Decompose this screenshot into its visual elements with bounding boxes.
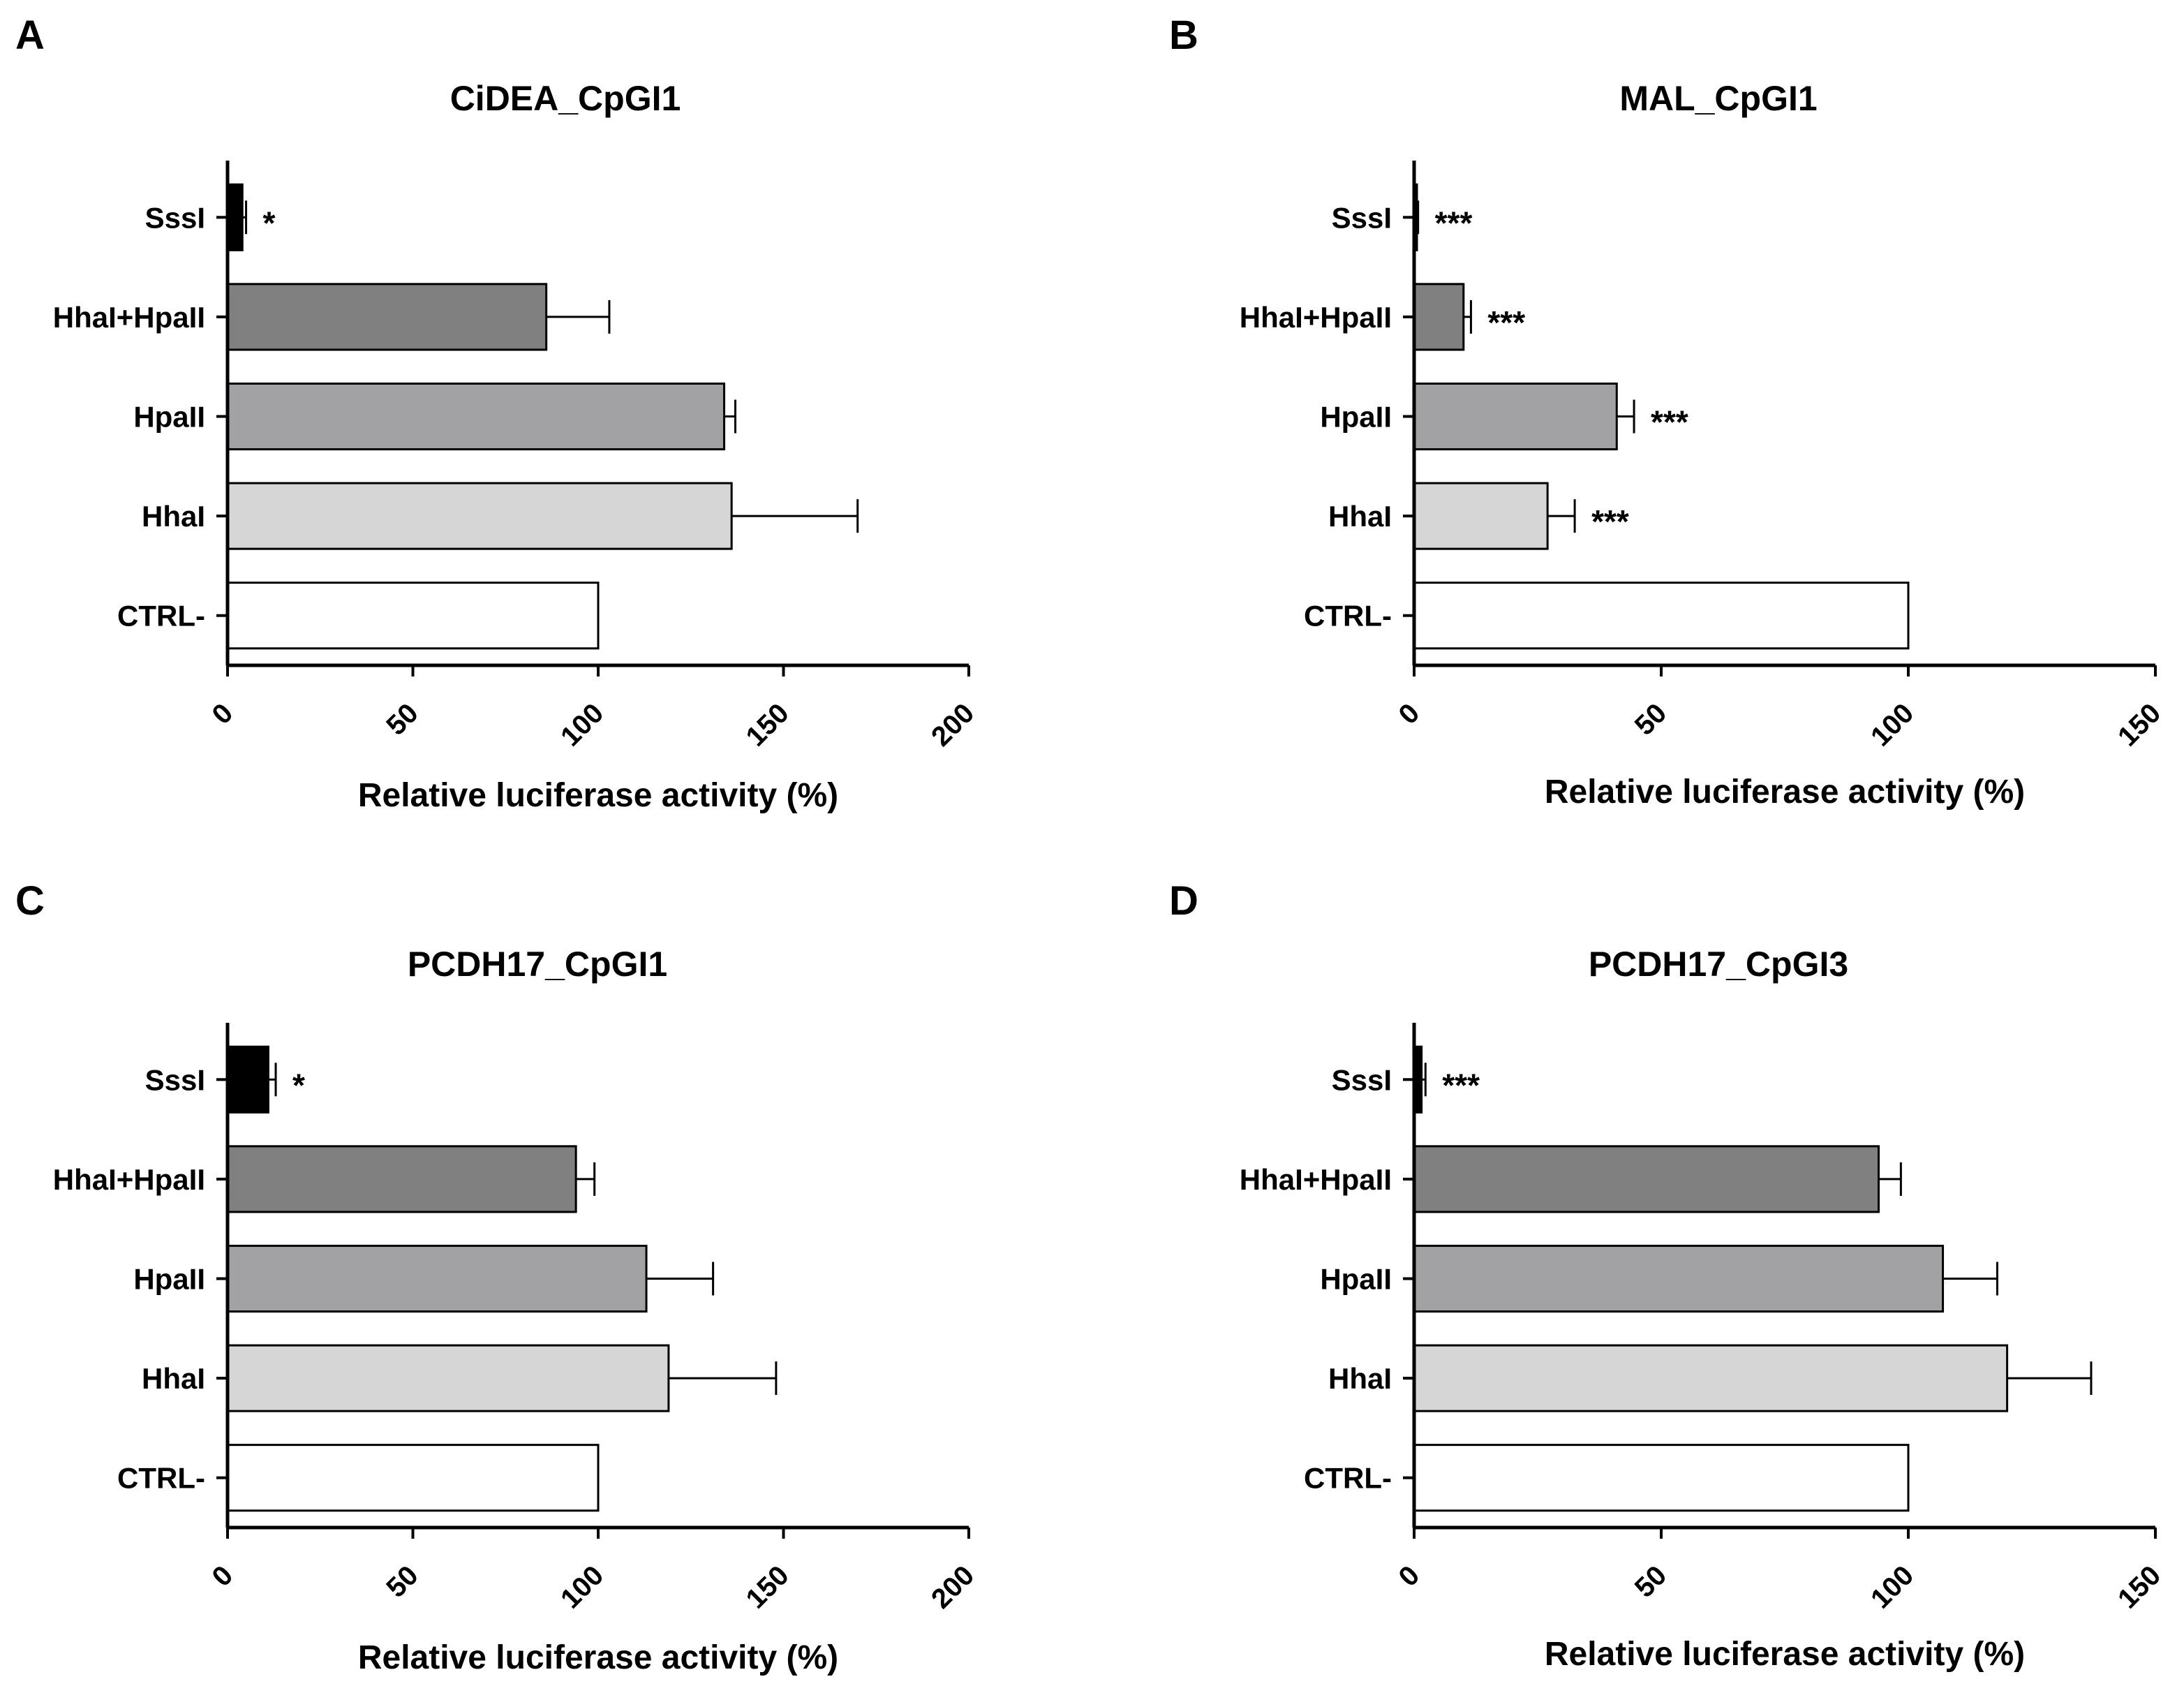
- x-tick-label: 150: [2112, 1560, 2167, 1614]
- chart-panel-c: C PCDH17_CpGI1 SssI * HhaI+HpaII HpaII HhaI CTR…: [15, 878, 980, 1676]
- category-label: CTRL-: [1304, 1462, 1392, 1495]
- panel-letter: B: [1169, 13, 1198, 58]
- category-label: HhaI: [1328, 500, 1392, 533]
- category-label: CTRL-: [117, 1462, 205, 1495]
- bar: [226, 183, 244, 251]
- bar: [226, 1244, 648, 1313]
- x-tick-label: 0: [1393, 697, 1426, 730]
- panel-letter: D: [1169, 878, 1198, 924]
- x-tick-label: 50: [380, 697, 424, 741]
- x-tick-label: 100: [1865, 697, 1919, 752]
- significance-label: *: [263, 205, 276, 241]
- category-label: HpaII: [133, 1263, 205, 1296]
- category-label: HhaI: [142, 500, 205, 533]
- category-label: HpaII: [1320, 1263, 1392, 1296]
- bar: [226, 582, 600, 650]
- bar: [226, 1444, 600, 1512]
- significance-label: ***: [1651, 404, 1688, 441]
- category-label: SssI: [1332, 1063, 1392, 1096]
- chart-title: MAL_CpGI1: [1619, 79, 1817, 118]
- x-tick-label: 150: [2112, 697, 2167, 752]
- x-tick-label: 100: [555, 1560, 609, 1614]
- x-tick-label: 100: [555, 697, 609, 752]
- significance-label: ***: [1487, 304, 1525, 341]
- x-tick-label: 0: [207, 697, 239, 730]
- x-axis-title: Relative luciferase activity (%): [1545, 774, 2025, 811]
- category-label: HhaI+HpaII: [53, 1163, 205, 1196]
- x-tick-label: 200: [926, 697, 980, 752]
- x-tick-label: 50: [380, 1560, 424, 1604]
- x-tick-label: 50: [1629, 697, 1673, 741]
- x-axis-title: Relative luciferase activity (%): [358, 1639, 838, 1676]
- category-label: CTRL-: [1304, 600, 1392, 633]
- chart-panel-b: B MAL_CpGI1 SssI *** HhaI+HpaII *** HpaII *** Hh…: [1169, 13, 2167, 811]
- category-label: SssI: [1332, 201, 1392, 234]
- bar: [1413, 482, 1549, 550]
- bar: [226, 1045, 269, 1114]
- significance-label: ***: [1591, 503, 1629, 540]
- bar: [1413, 382, 1618, 451]
- category-label: SssI: [145, 1063, 205, 1096]
- category-label: SssI: [145, 201, 205, 234]
- bar: [226, 1145, 577, 1213]
- bar: [1413, 283, 1465, 351]
- bar: [226, 482, 733, 550]
- x-tick-label: 100: [1865, 1560, 1919, 1614]
- x-tick-label: 0: [1393, 1560, 1426, 1592]
- chart-title: PCDH17_CpGI3: [1589, 945, 1848, 984]
- category-label: HhaI+HpaII: [1240, 301, 1392, 334]
- bar: [226, 1344, 670, 1412]
- significance-label: ***: [1442, 1067, 1480, 1103]
- category-label: HhaI: [1328, 1362, 1392, 1395]
- x-axis-title: Relative luciferase activity (%): [1545, 1636, 2025, 1673]
- x-tick-label: 0: [207, 1560, 239, 1592]
- category-label: HhaI+HpaII: [53, 301, 205, 334]
- x-tick-label: 50: [1629, 1560, 1673, 1604]
- x-tick-label: 200: [926, 1560, 980, 1614]
- category-label: HhaI: [142, 1362, 205, 1395]
- bar: [226, 283, 548, 351]
- chart-panel-d: D PCDH17_CpGI3 SssI *** HhaI+HpaII HpaII HhaI C…: [1169, 878, 2167, 1673]
- bar: [1413, 1145, 1880, 1213]
- x-tick-label: 150: [741, 697, 795, 752]
- category-label: HpaII: [1320, 401, 1392, 434]
- bar: [226, 382, 726, 451]
- category-label: CTRL-: [117, 600, 205, 633]
- x-tick-label: 150: [741, 1560, 795, 1614]
- category-label: HhaI+HpaII: [1240, 1163, 1392, 1196]
- chart-panel-a: A CiDEA_CpGI1 SssI * HhaI+HpaII HpaII HhaI CTRL…: [15, 13, 980, 814]
- chart-title: CiDEA_CpGI1: [450, 79, 681, 118]
- category-label: HpaII: [133, 401, 205, 434]
- panel-letter: A: [15, 13, 45, 58]
- bar: [1413, 1444, 1910, 1512]
- bar: [1413, 582, 1910, 650]
- panel-letter: C: [15, 878, 45, 924]
- bar: [1413, 1344, 2009, 1412]
- chart-title: PCDH17_CpGI1: [408, 945, 667, 984]
- x-axis-title: Relative luciferase activity (%): [358, 777, 838, 814]
- bar: [1413, 1244, 1945, 1313]
- significance-label: ***: [1435, 205, 1473, 241]
- significance-label: *: [292, 1067, 305, 1103]
